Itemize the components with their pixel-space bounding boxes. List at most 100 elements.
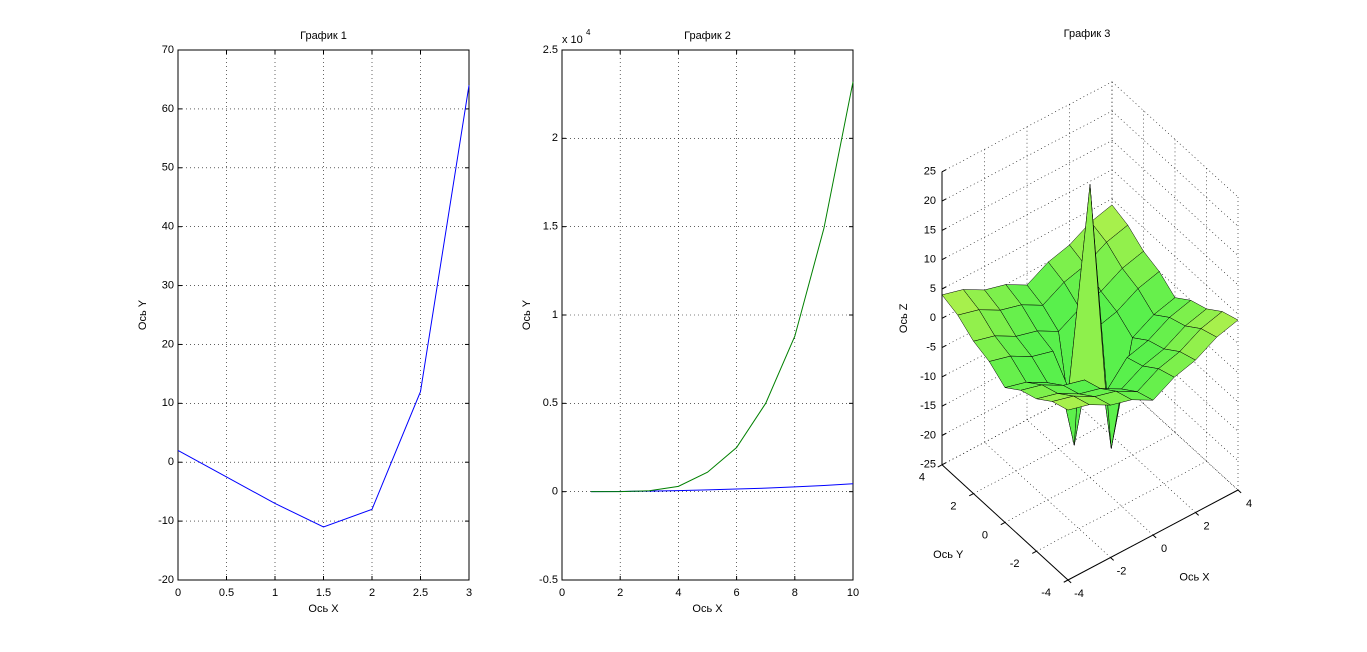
grid-line [1111, 374, 1239, 491]
y-tick-label: 2 [552, 132, 558, 144]
grid-line [1111, 140, 1239, 256]
plot-area [561, 49, 854, 581]
y-tick [1000, 521, 1006, 526]
grid-line [941, 198, 1113, 290]
grid-line [941, 110, 1113, 202]
axis-multiplier-exponent: 4 [586, 28, 591, 37]
x-tick-label: 0.5 [219, 587, 234, 599]
data-line [591, 483, 854, 493]
y-tick [1063, 579, 1069, 583]
y-tick-label: 70 [162, 44, 174, 56]
z-tick [941, 344, 947, 349]
grid-line [1004, 432, 1176, 523]
x-tick-label: 4 [1246, 498, 1252, 510]
z-tick-label: -10 [920, 371, 936, 383]
z-tick [941, 403, 947, 407]
x-tick [1237, 489, 1242, 494]
y-tick-label: -20 [158, 574, 174, 586]
y-tick-label: 4 [919, 472, 925, 484]
y-tick-label: 60 [162, 103, 174, 115]
y-tick [969, 493, 974, 497]
x-tick-label: 3 [466, 587, 472, 599]
z-tick-label: -25 [920, 459, 936, 471]
x-tick-label: 2.5 [413, 587, 428, 599]
axis-line [941, 464, 1069, 581]
y-tick-label: -10 [158, 515, 174, 527]
y-tick-label: -0.5 [539, 574, 558, 586]
z-tick-label: 5 [930, 283, 936, 295]
y-axis-label: Ось Y [933, 549, 964, 561]
z-tick-label: 15 [924, 224, 936, 236]
x-tick-label: 2 [369, 587, 375, 599]
x-tick-label: -2 [1117, 565, 1127, 577]
axis-line [1067, 489, 1239, 581]
y-tick-label: 2.5 [543, 44, 558, 56]
z-tick-label: 0 [930, 312, 936, 324]
x-axis-label: Ось X [1179, 572, 1210, 584]
x-tick-label: 1.5 [316, 587, 331, 599]
x-tick-label: 1 [272, 587, 278, 599]
z-tick [941, 198, 947, 202]
x-tick [1110, 557, 1114, 561]
z-tick [941, 227, 947, 231]
x-tick-label: 2 [1203, 520, 1209, 532]
y-tick [937, 464, 943, 468]
x-tick-label: -4 [1074, 588, 1084, 600]
y-tick-label: 0.5 [543, 397, 558, 409]
data-line [177, 85, 470, 528]
x-tick [1067, 579, 1072, 584]
z-tick [941, 257, 947, 261]
x-tick-label: 0 [1161, 543, 1167, 555]
chart-title: График 1 [300, 30, 347, 42]
x-tick-label: 10 [847, 587, 859, 599]
x-tick-label: 0 [175, 587, 181, 599]
z-tick-label: -15 [920, 400, 936, 412]
axis-multiplier: x 10 [562, 34, 583, 46]
data-line [591, 81, 854, 493]
grid-line [941, 81, 1113, 173]
grid-line [984, 442, 1111, 558]
x-axis-label: Ось X [692, 603, 723, 615]
x-tick-label: 2 [617, 587, 623, 599]
grid-line [941, 169, 1113, 260]
z-tick-label: 25 [924, 166, 936, 178]
y-tick-label: 0 [552, 486, 558, 498]
y-tick-label: 0 [982, 529, 988, 541]
z-tick [941, 462, 947, 466]
z-tick [941, 169, 947, 173]
z-tick-label: -5 [926, 342, 936, 354]
y-tick-label: 0 [168, 456, 174, 468]
x-tick-label: 4 [675, 587, 681, 599]
y-tick-label: 2 [950, 501, 956, 513]
y-tick-label: 40 [162, 221, 174, 233]
z-tick [941, 315, 947, 319]
chart-title: График 3 [1064, 28, 1111, 40]
y-tick-label: -2 [1010, 558, 1020, 570]
z-tick [941, 286, 947, 290]
grid-line [1069, 397, 1196, 513]
y-axis-label: Ось Y [137, 299, 149, 330]
x-axis-label: Ось X [308, 603, 339, 615]
y-tick [1032, 550, 1037, 554]
x-tick-label: 0 [559, 587, 565, 599]
z-tick-label: 20 [924, 195, 936, 207]
y-tick-label: -4 [1041, 587, 1051, 599]
chart-title: График 2 [684, 30, 731, 42]
grid-line [973, 403, 1144, 494]
z-tick-label: 10 [924, 254, 936, 266]
x-tick [1195, 512, 1199, 516]
grid-line [1111, 81, 1239, 198]
surface-patch [1051, 395, 1090, 411]
grid-line [1111, 198, 1239, 315]
grid-line [1111, 110, 1239, 227]
y-axis-label: Ось Y [521, 299, 533, 330]
x-tick-label: 6 [734, 587, 740, 599]
y-tick-label: 10 [162, 397, 174, 409]
grid-line [1111, 169, 1239, 286]
z-tick [941, 432, 947, 436]
grid-line [1036, 460, 1207, 552]
y-tick-label: 1.5 [543, 221, 558, 233]
x-tick [1152, 534, 1157, 539]
y-tick-label: 1 [552, 309, 558, 321]
